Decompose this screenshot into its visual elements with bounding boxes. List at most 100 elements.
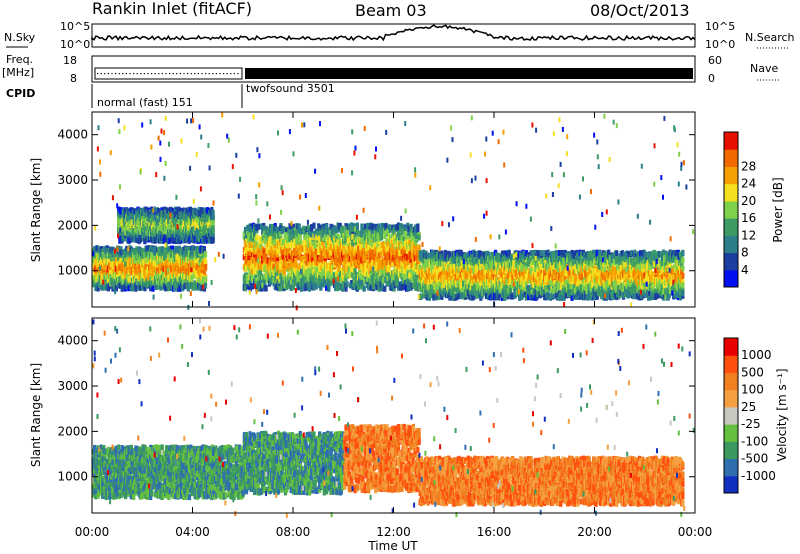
nave-dot xyxy=(125,73,127,75)
echo-cell xyxy=(151,285,155,292)
echo-cell xyxy=(211,227,215,234)
nave-dot xyxy=(133,73,135,75)
echo-cell xyxy=(135,258,139,264)
echo-cell xyxy=(201,276,205,283)
echo-cell xyxy=(177,245,181,252)
nsearch-tick-low: 10^0 xyxy=(705,38,735,51)
nave-dot xyxy=(237,73,239,75)
echo-cell xyxy=(195,221,199,227)
echo-cell xyxy=(417,234,421,241)
nave-dot xyxy=(230,73,232,75)
nave-dot xyxy=(158,73,160,75)
echo-cell xyxy=(138,268,142,275)
echo-cell xyxy=(416,223,420,230)
cpid-label: CPID xyxy=(6,87,35,100)
echo-cell xyxy=(112,267,116,274)
nsky-label: N.Sky xyxy=(4,31,36,44)
echo-cell xyxy=(211,214,215,221)
cpid-mode-normal: normal (fast) 151 xyxy=(97,96,193,109)
echo-cell xyxy=(144,251,148,258)
nave-dot xyxy=(111,73,113,75)
echo-cell xyxy=(203,264,208,271)
echo-cell xyxy=(143,237,147,244)
nave-dot xyxy=(226,73,228,75)
nave-dot xyxy=(187,73,189,75)
echo-cell xyxy=(131,215,136,222)
echo-cell xyxy=(127,276,131,283)
echo-cell xyxy=(211,237,215,243)
nave-dot xyxy=(176,73,178,75)
echo-cell xyxy=(95,248,99,255)
echo-cell xyxy=(211,209,215,216)
nsky-trace xyxy=(91,24,696,42)
nave-dot xyxy=(179,73,181,75)
nave-tick-low: 0 xyxy=(708,72,715,85)
nsky-panel-frame xyxy=(91,23,696,48)
echo-cell xyxy=(156,268,160,275)
nave-dot xyxy=(169,73,171,75)
echo-cell xyxy=(203,251,208,258)
date-label: 08/Oct/2013 xyxy=(590,1,690,20)
echo-cell xyxy=(134,283,138,290)
nave-dot xyxy=(97,73,99,75)
freq-unit-label: [MHz] xyxy=(2,66,34,79)
echo-cell xyxy=(93,246,97,253)
echo-cell xyxy=(355,223,359,230)
echo-cell xyxy=(186,285,190,292)
echo-cell xyxy=(202,268,206,275)
echo-cell xyxy=(96,285,100,292)
echo-cell xyxy=(152,254,156,261)
echo-cell xyxy=(211,233,215,240)
echo-cell xyxy=(120,269,124,276)
echo-cell xyxy=(133,249,137,255)
nave-dot xyxy=(154,73,156,75)
station-title: Rankin Inlet (fitACF) xyxy=(92,0,252,18)
echo-cell xyxy=(143,266,147,273)
nave-dot xyxy=(197,73,199,75)
nave-dot xyxy=(100,73,102,75)
echo-cell xyxy=(118,282,122,289)
nave-dot xyxy=(194,73,196,75)
echo-cell xyxy=(139,212,144,219)
echo-cell xyxy=(142,216,146,223)
nave-dot xyxy=(129,73,131,75)
echo-cell xyxy=(203,276,208,283)
echo-cell xyxy=(143,285,147,292)
echo-cell xyxy=(131,211,136,218)
echo-cell xyxy=(185,263,189,269)
nave-dot xyxy=(151,73,153,75)
nave-dot xyxy=(223,73,225,75)
echo-cell xyxy=(92,274,96,281)
nsky-line xyxy=(91,24,696,42)
echo-cell xyxy=(149,285,153,292)
echo-cell xyxy=(243,278,248,284)
nave-dot xyxy=(172,73,174,75)
echo-cell xyxy=(177,272,181,279)
nsearch-tick-high: 10^5 xyxy=(705,20,735,33)
echo-cell xyxy=(121,278,125,285)
nave-dot xyxy=(212,73,214,75)
echo-cell xyxy=(156,208,161,215)
nsky-tick-high: 10^5 xyxy=(60,20,90,33)
echo-cell xyxy=(197,235,201,242)
nsearch-label: N.Search xyxy=(745,31,795,44)
echo-cell xyxy=(312,222,316,229)
echo-cell xyxy=(149,271,153,278)
echo-cell xyxy=(171,227,175,234)
echo-cell xyxy=(160,210,164,217)
echo-cell xyxy=(95,245,99,252)
echo-cell xyxy=(101,248,105,255)
echo-cell xyxy=(189,271,193,278)
echo-cell xyxy=(100,268,104,275)
echo-cell xyxy=(417,244,421,251)
echo-cell xyxy=(114,285,118,292)
nsky-tick-low: 10^0 xyxy=(60,38,90,51)
echo-cell xyxy=(255,234,259,241)
echo-cell xyxy=(153,245,157,252)
beam-label: Beam 03 xyxy=(355,1,427,20)
echo-cell xyxy=(141,267,145,274)
nave-dot xyxy=(219,73,221,75)
echo-cell xyxy=(110,277,114,284)
nave-dot xyxy=(115,73,117,75)
